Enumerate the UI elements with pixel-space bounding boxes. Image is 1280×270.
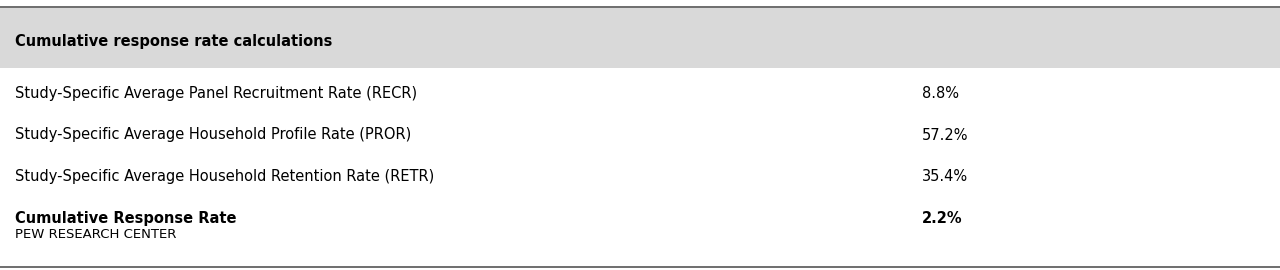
Text: 35.4%: 35.4% [922, 169, 968, 184]
Text: PEW RESEARCH CENTER: PEW RESEARCH CENTER [15, 228, 177, 241]
Text: Cumulative response rate calculations: Cumulative response rate calculations [15, 34, 333, 49]
Bar [0, 8, 1280, 68]
Text: Study-Specific Average Panel Recruitment Rate (RECR): Study-Specific Average Panel Recruitment… [15, 86, 417, 101]
Text: 2.2%: 2.2% [922, 211, 963, 226]
Text: Study-Specific Average Household Retention Rate (RETR): Study-Specific Average Household Retenti… [15, 169, 435, 184]
Text: Cumulative Response Rate: Cumulative Response Rate [15, 211, 237, 226]
Text: Study-Specific Average Household Profile Rate (PROR): Study-Specific Average Household Profile… [15, 127, 412, 143]
Text: 57.2%: 57.2% [922, 127, 968, 143]
Text: 8.8%: 8.8% [922, 86, 959, 101]
